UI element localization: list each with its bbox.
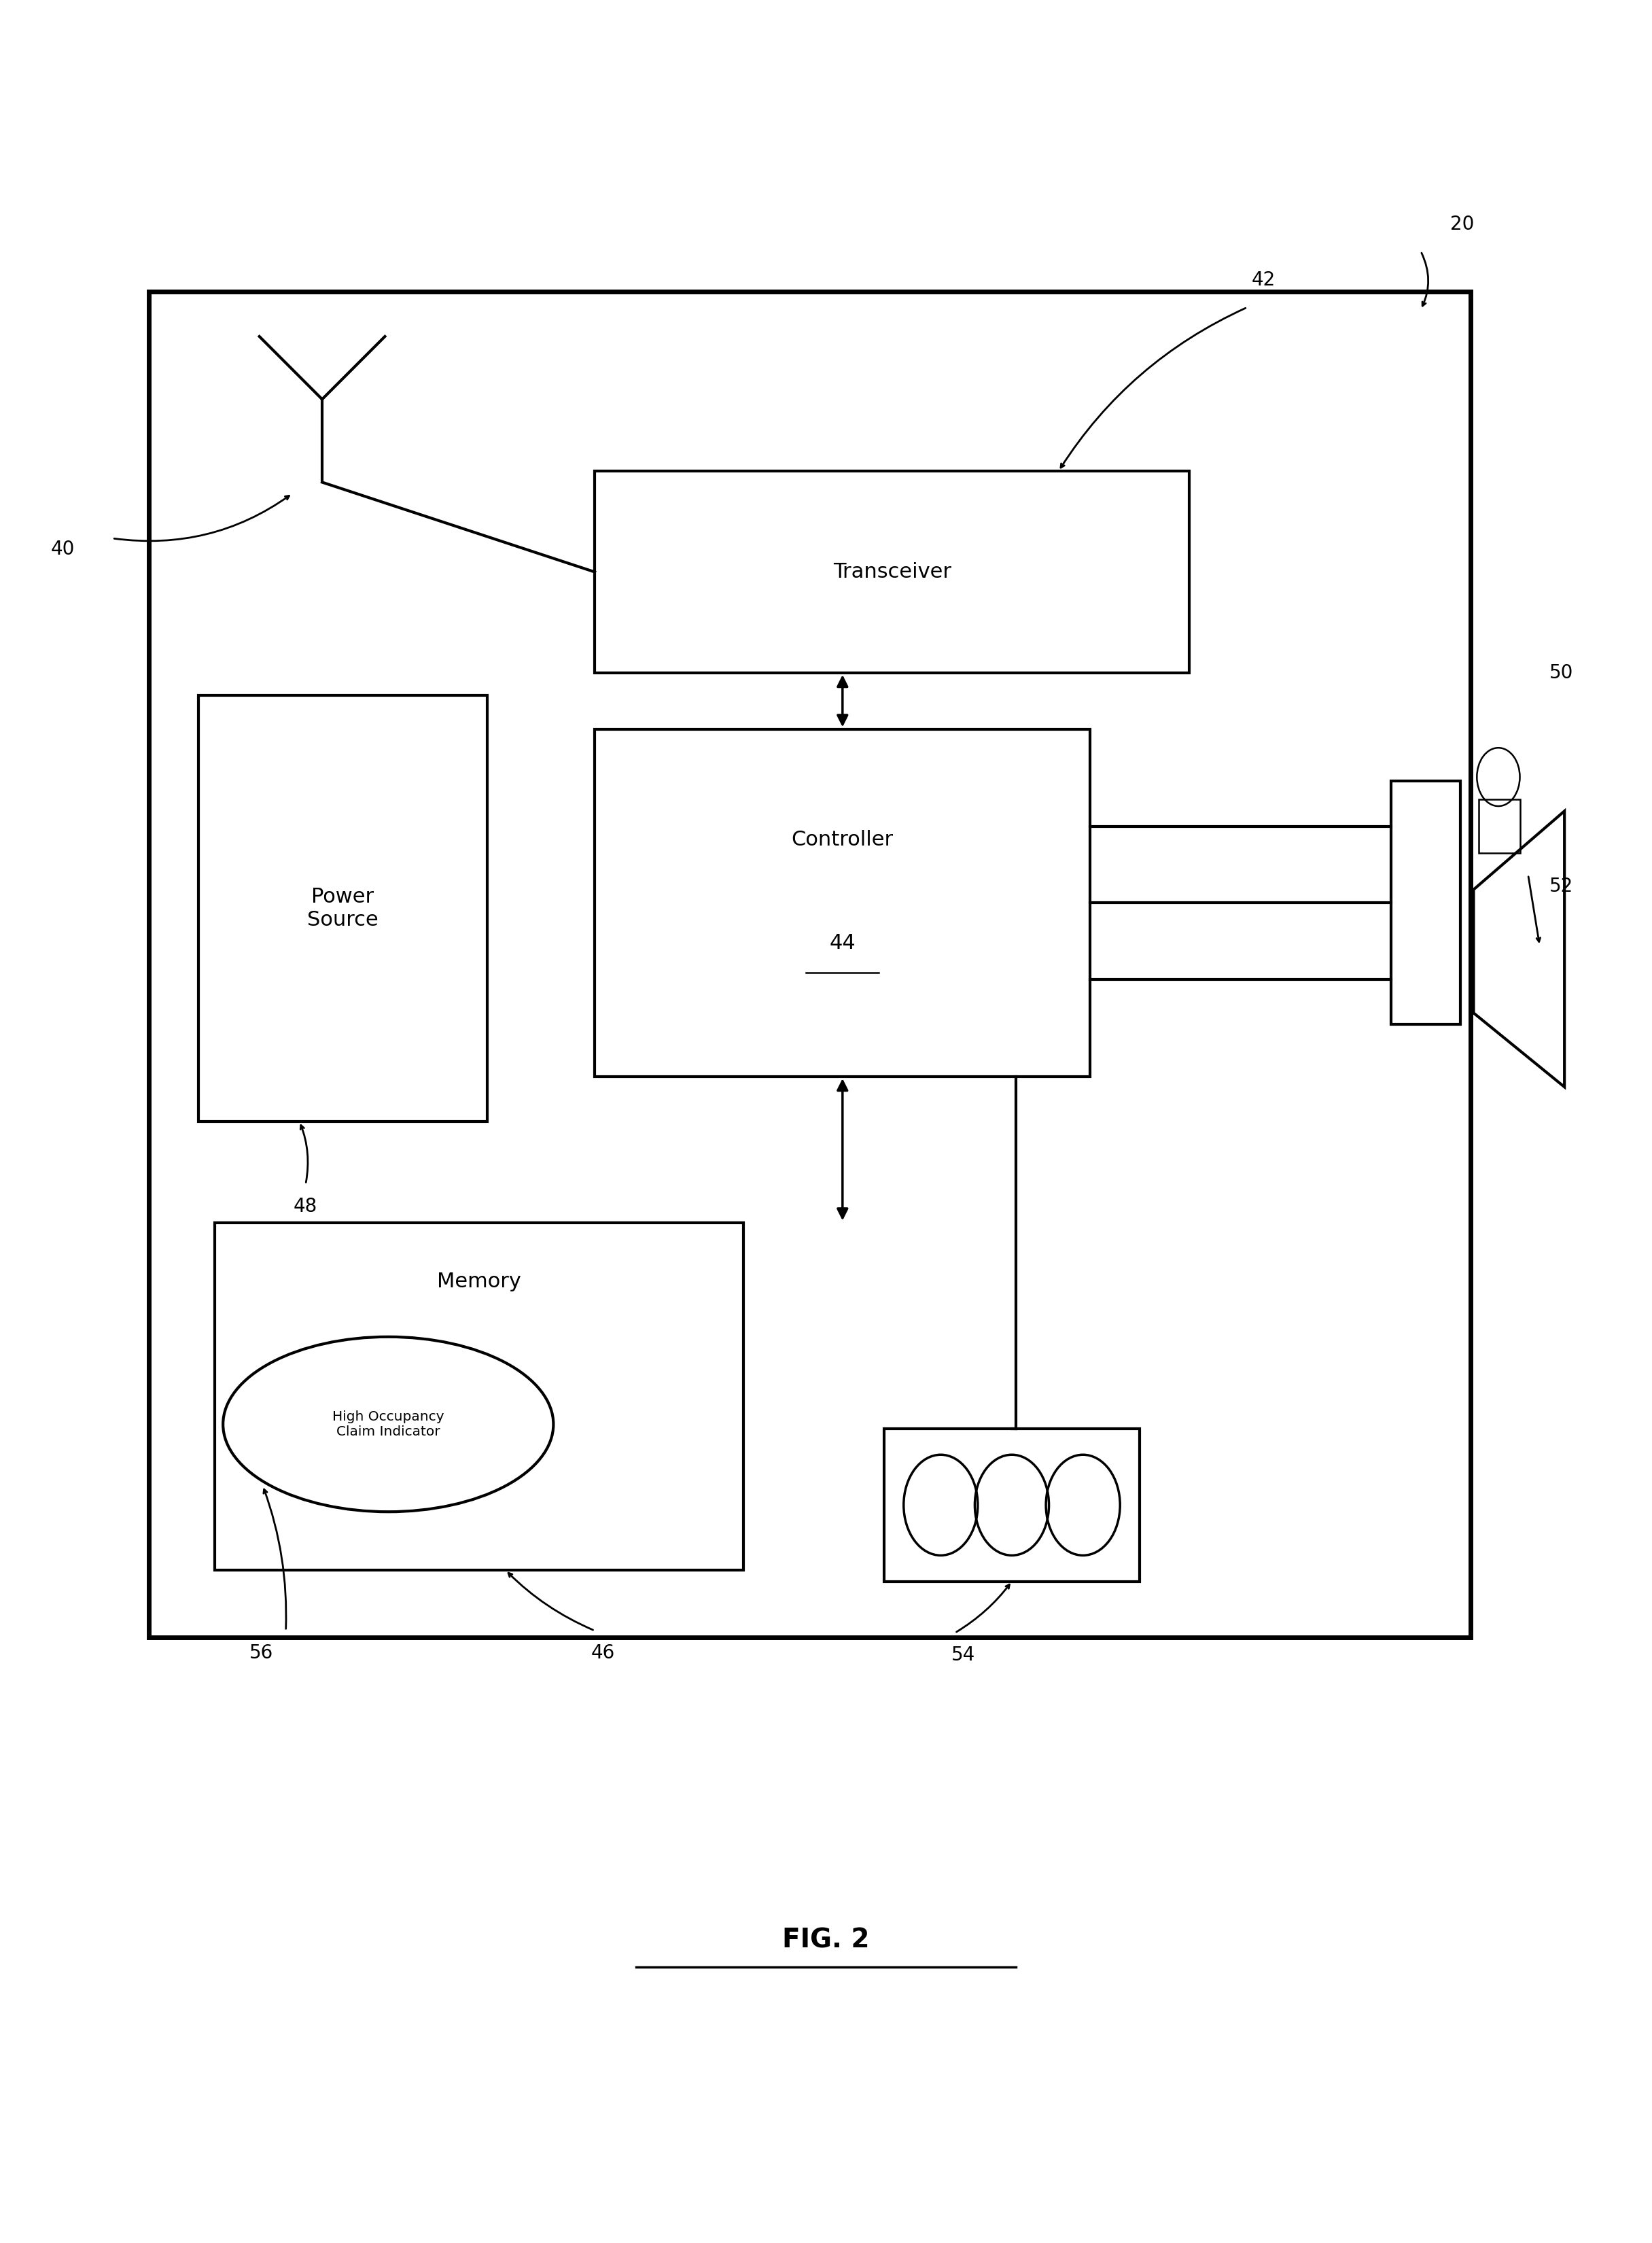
Text: Transceiver: Transceiver — [833, 563, 952, 581]
Text: Controller: Controller — [791, 830, 894, 850]
Text: 54: 54 — [952, 1646, 975, 1664]
Text: High Occupancy
Claim Indicator: High Occupancy Claim Indicator — [332, 1411, 444, 1438]
Text: FIG. 2: FIG. 2 — [783, 1927, 869, 1954]
Bar — [215, 1222, 743, 1570]
Bar — [198, 695, 487, 1122]
Text: 48: 48 — [294, 1198, 317, 1216]
Text: 44: 44 — [829, 933, 856, 953]
Text: 42: 42 — [1252, 271, 1275, 289]
Bar — [595, 471, 1189, 673]
Bar — [884, 1429, 1140, 1581]
Bar — [149, 292, 1470, 1637]
Bar — [595, 729, 1090, 1077]
Text: 56: 56 — [249, 1644, 273, 1662]
Text: Memory: Memory — [438, 1272, 520, 1292]
Ellipse shape — [223, 1337, 553, 1512]
Text: 46: 46 — [591, 1644, 615, 1662]
Text: 40: 40 — [51, 541, 74, 559]
Text: Power
Source: Power Source — [307, 888, 378, 929]
Bar — [1391, 781, 1460, 1025]
Text: 52: 52 — [1550, 877, 1573, 895]
Text: 20: 20 — [1450, 215, 1474, 233]
Text: 50: 50 — [1550, 664, 1573, 682]
Bar — [1479, 799, 1520, 852]
